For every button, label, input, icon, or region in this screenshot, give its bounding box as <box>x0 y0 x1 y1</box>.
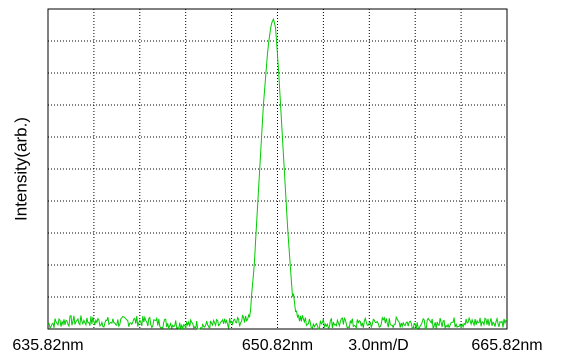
x-tick-labels: 635.82nm 650.82nm 665.82nm <box>12 337 542 354</box>
series-layer <box>47 17 508 331</box>
scale-annotation: 3.0nm/D <box>348 337 408 354</box>
grid-lines <box>48 9 507 329</box>
x-tick-label: 665.82nm <box>471 337 542 354</box>
x-tick-label: 650.82nm <box>242 337 313 354</box>
plot-frame <box>47 8 508 330</box>
spectrum-series-line <box>47 17 508 331</box>
x-tick-label: 635.82nm <box>12 337 83 354</box>
y-axis-label: Intensity(arb.) <box>11 117 30 221</box>
